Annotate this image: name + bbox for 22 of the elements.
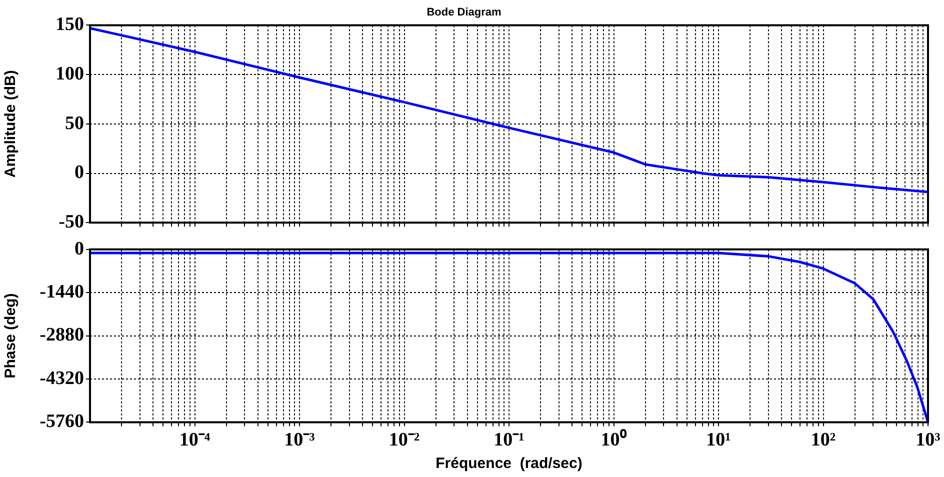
y-tick-label: 100 <box>56 63 84 84</box>
y-tick-label: -1440 <box>40 282 84 303</box>
x-tick-label: 10⁻³ <box>284 430 316 451</box>
x-tick-label: 10⁻² <box>388 430 420 451</box>
x-tick-label: 10³ <box>916 430 941 451</box>
x-axis-title: Fréquence (rad/sec) <box>436 455 582 472</box>
y-tick-label: -5760 <box>40 411 84 432</box>
y-tick-label: 150 <box>56 14 84 36</box>
x-tick-label: 10² <box>810 430 836 451</box>
y-tick-label: -4320 <box>40 368 84 389</box>
y-axis-title: Amplitude (dB) <box>2 70 20 178</box>
y-tick-label: 0 <box>74 238 84 260</box>
x-tick-label: 10¹ <box>706 430 731 451</box>
chart-title: Bode Diagram <box>426 6 502 19</box>
y-tick-label: -50 <box>58 212 84 233</box>
y-tick-label: 0 <box>74 162 84 184</box>
x-tick-label: 10⁰ <box>600 428 627 451</box>
y-axis-title: Phase (deg) <box>2 293 20 378</box>
x-tick-label: 10⁻⁴ <box>179 430 210 451</box>
y-tick-label: 50 <box>65 112 84 134</box>
x-tick-label: 10⁻¹ <box>494 430 524 451</box>
y-tick-label: -2880 <box>40 324 84 346</box>
